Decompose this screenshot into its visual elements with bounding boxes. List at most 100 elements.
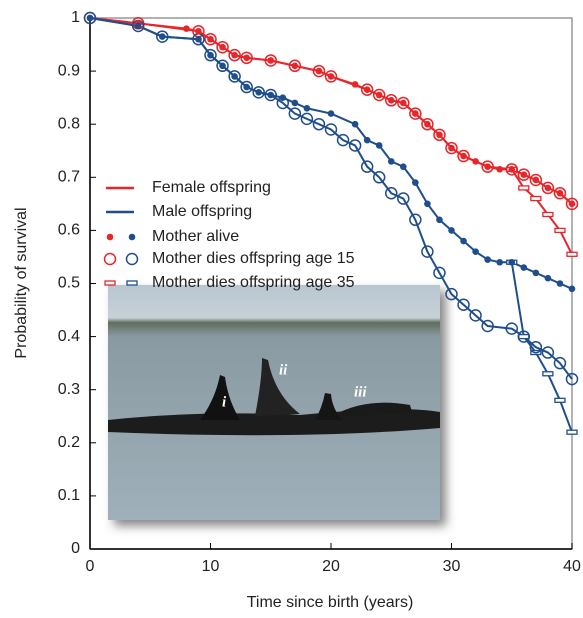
series-line: [510, 168, 573, 255]
marker-dot: [86, 14, 94, 22]
marker-circle: [264, 54, 277, 67]
marker-dot: [436, 131, 443, 139]
marker-dot: [484, 256, 491, 263]
marker-dot: [219, 62, 226, 70]
marker-circle: [240, 80, 253, 94]
marker-dot: [496, 166, 504, 173]
marker-circle: [553, 356, 567, 370]
x-tick-label: 20: [322, 558, 340, 575]
legend-label: Mother dies offspring age 35: [152, 274, 355, 291]
marker-dot: [508, 258, 516, 266]
y-tick-label: 0.6: [58, 222, 80, 239]
marker-circle: [433, 128, 446, 142]
marker-circle: [288, 107, 302, 120]
marker-circle: [385, 186, 398, 200]
marker-circle: [529, 173, 543, 187]
marker-circle: [83, 11, 97, 25]
marker-dash: [518, 185, 530, 191]
y-tick-label: 0.9: [58, 62, 80, 79]
y-tick-label: 0.2: [58, 434, 80, 451]
marker-circle: [228, 70, 241, 83]
marker-dot: [400, 99, 407, 107]
marker-dot: [424, 200, 431, 208]
marker-circle: [553, 186, 567, 200]
legend-label: Mother alive: [152, 228, 239, 245]
y-tick-label: 0.8: [58, 115, 80, 132]
marker-dot: [303, 104, 311, 112]
marker-circle: [541, 181, 555, 195]
marker-dot: [219, 43, 226, 51]
photo-label: iii: [354, 384, 367, 400]
y-tick-label: 0.4: [58, 328, 80, 345]
marker-circle: [565, 372, 579, 386]
marker-dot: [279, 94, 287, 101]
marker-dot: [106, 233, 114, 241]
marker-dot: [243, 54, 250, 62]
marker-dot: [520, 264, 528, 271]
series-line: [89, 17, 573, 290]
marker-circle: [409, 107, 422, 120]
marker-dot: [532, 176, 540, 184]
marker-dot: [544, 274, 552, 282]
marker-circle: [372, 171, 386, 184]
fin: [255, 358, 300, 416]
marker-dot: [267, 57, 275, 64]
marker-dot: [508, 166, 516, 173]
x-axis-label: Time since birth (years): [247, 594, 414, 611]
marker-circle: [517, 330, 531, 343]
marker-dash: [554, 227, 566, 234]
marker-circle: [360, 160, 374, 173]
marker-dash: [542, 371, 554, 377]
marker-dot: [291, 99, 299, 107]
marker-circle: [421, 117, 434, 131]
photo-inset: i ii iii: [108, 285, 440, 520]
marker-dot: [436, 216, 443, 224]
marker-dot: [568, 200, 576, 208]
marker-dot: [159, 33, 166, 40]
marker-circle: [228, 48, 241, 62]
y-tick-label: 0.1: [58, 487, 80, 504]
marker-dot: [231, 73, 238, 80]
marker-circle: [421, 245, 434, 258]
marker-dot: [387, 158, 395, 165]
marker-circle: [216, 40, 229, 54]
marker-dot: [351, 81, 359, 88]
marker-circle: [445, 141, 458, 155]
marker-dot: [327, 110, 335, 117]
marker-circle: [505, 163, 518, 176]
marker-dot: [568, 285, 576, 293]
marker-dot: [375, 91, 383, 99]
marker-dot: [195, 35, 202, 43]
marker-circle: [397, 192, 410, 205]
marker-circle: [481, 319, 494, 333]
marker-circle: [312, 117, 326, 131]
marker-dot: [351, 120, 359, 128]
marker-circle: [103, 252, 117, 266]
marker-circle: [240, 51, 253, 65]
marker-dash: [566, 251, 578, 257]
legend-label: Female offspring: [152, 179, 271, 196]
marker-dot: [460, 152, 467, 160]
marker-dot: [231, 51, 238, 59]
x-tick-label: 30: [443, 558, 461, 575]
marker-circle: [125, 252, 139, 266]
marker-circle: [457, 149, 470, 163]
marker-circle: [481, 160, 494, 173]
marker-dot: [128, 233, 136, 241]
marker-dot: [207, 51, 214, 59]
marker-circle: [324, 70, 338, 83]
marker-circle: [565, 197, 579, 211]
marker-circle: [156, 30, 169, 43]
marker-circle: [264, 88, 277, 102]
marker-circle: [457, 298, 470, 311]
marker-dot: [424, 120, 431, 128]
marker-circle: [385, 94, 398, 107]
marker-dot: [400, 163, 407, 170]
y-tick-label: 0.7: [58, 169, 80, 186]
marker-dot: [460, 237, 467, 245]
y-tick-label: 0.3: [58, 381, 80, 398]
marker-circle: [348, 139, 362, 152]
marker-circle: [372, 88, 386, 102]
y-axis-label: Probability of survival: [13, 207, 30, 358]
